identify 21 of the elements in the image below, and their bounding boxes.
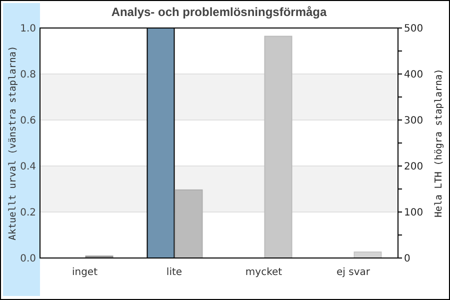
y2-tick-label: 300 (404, 116, 424, 126)
y-tick-label: 0.4 (20, 162, 36, 172)
chart-title: Analys- och problemlösningsförmåga (111, 5, 328, 19)
y-axis-title: Aktuellt urval (vänstra staplarna) (7, 46, 18, 240)
y2-tick-label: 200 (404, 162, 424, 172)
y2-tick-label: 0 (404, 254, 410, 264)
bar (264, 36, 292, 258)
y-tick-label: 1.0 (20, 24, 36, 34)
y-tick-label: 0.2 (20, 208, 36, 218)
x-tick-label: inget (72, 267, 98, 278)
y-tick-label: 0.0 (20, 254, 36, 264)
x-tick-label: lite (166, 267, 182, 278)
y-tick-label: 0.8 (20, 70, 36, 80)
x-tick-label: mycket (245, 267, 282, 278)
bar (174, 189, 203, 258)
x-tick-label: ej svar (336, 267, 371, 278)
y2-tick-label: 500 (404, 24, 424, 34)
y-tick-label: 0.6 (20, 116, 36, 126)
y2-tick-label: 100 (404, 208, 424, 218)
y2-axis-title: Hela LTH (högra staplarna) (433, 68, 444, 218)
y2-tick-label: 400 (404, 70, 424, 80)
